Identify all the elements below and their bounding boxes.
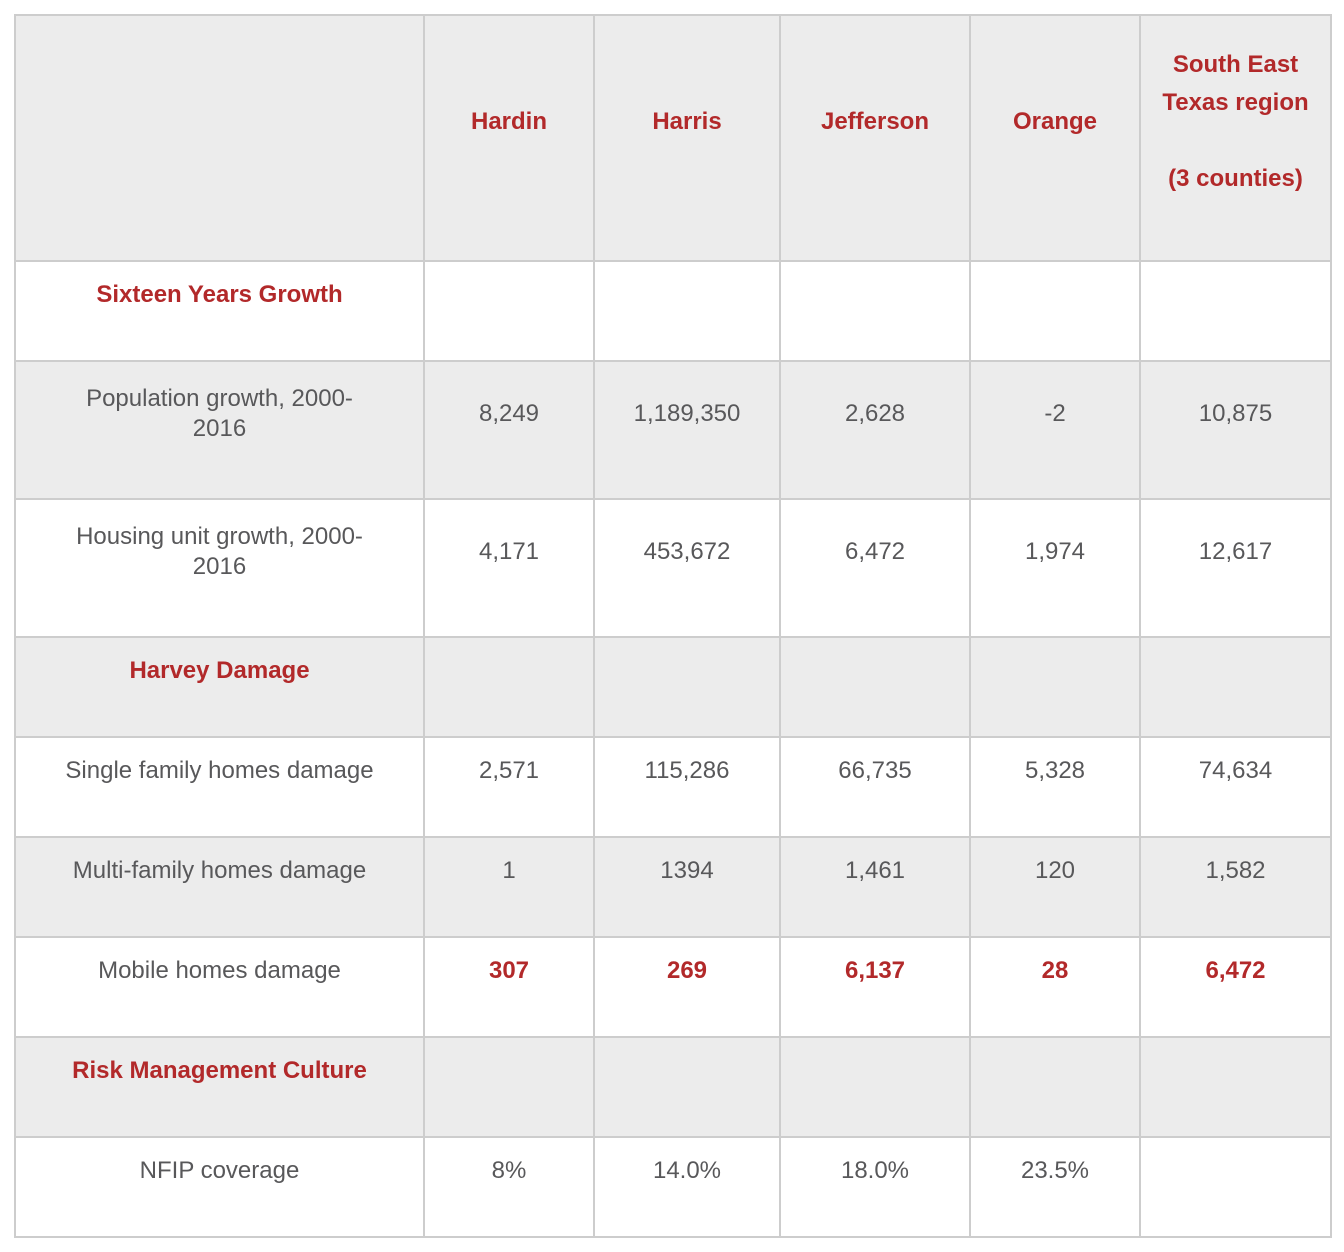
cell-value: 14.0% (593, 1136, 781, 1238)
cell-value: 1,189,350 (593, 360, 781, 500)
cell-value (779, 260, 971, 362)
cell-value: 453,672 (593, 498, 781, 638)
cell-value: 1,582 (1139, 836, 1332, 938)
cell-value: 8,249 (423, 360, 595, 500)
cell-value: 66,735 (779, 736, 971, 838)
row-label: Mobile homes damage (14, 936, 425, 1038)
cell-value: 307 (423, 936, 595, 1038)
row-label: Housing unit growth, 2000- 2016 (14, 498, 425, 638)
data-row-population-growth: Population growth, 2000- 2016 8,249 1,18… (14, 360, 1332, 500)
cell-value: 6,472 (1139, 936, 1332, 1038)
cell-value (423, 636, 595, 738)
cell-value (1139, 636, 1332, 738)
cell-value: 2,571 (423, 736, 595, 838)
county-comparison-table: Hardin Harris Jefferson Orange South Eas… (14, 14, 1332, 1238)
cell-value: 1,461 (779, 836, 971, 938)
section-label: Risk Management Culture (14, 1036, 425, 1138)
cell-value: 6,472 (779, 498, 971, 638)
cell-value (593, 636, 781, 738)
cell-value (423, 260, 595, 362)
column-header-orange: Orange (969, 14, 1141, 262)
section-label: Harvey Damage (14, 636, 425, 738)
cell-value (1139, 1136, 1332, 1238)
row-label: Population growth, 2000- 2016 (14, 360, 425, 500)
column-header-blank (14, 14, 425, 262)
data-row-single-family-homes-damage: Single family homes damage 2,571 115,286… (14, 736, 1332, 838)
section-label: Sixteen Years Growth (14, 260, 425, 362)
cell-value: 28 (969, 936, 1141, 1038)
cell-value: 74,634 (1139, 736, 1332, 838)
cell-value (1139, 1036, 1332, 1138)
column-header-hardin: Hardin (423, 14, 595, 262)
cell-value: 8% (423, 1136, 595, 1238)
cell-value (593, 260, 781, 362)
data-row-nfip-coverage: NFIP coverage 8% 14.0% 18.0% 23.5% (14, 1136, 1332, 1238)
cell-value: 4,171 (423, 498, 595, 638)
column-header-jefferson: Jefferson (779, 14, 971, 262)
section-row-sixteen-years-growth: Sixteen Years Growth (14, 260, 1332, 362)
cell-value: 2,628 (779, 360, 971, 500)
cell-value: 1 (423, 836, 595, 938)
cell-value: 18.0% (779, 1136, 971, 1238)
cell-value (779, 1036, 971, 1138)
cell-value (423, 1036, 595, 1138)
row-label: NFIP coverage (14, 1136, 425, 1238)
data-row-multi-family-homes-damage: Multi-family homes damage 1 1394 1,461 1… (14, 836, 1332, 938)
cell-value: 115,286 (593, 736, 781, 838)
cell-value: 1,974 (969, 498, 1141, 638)
data-row-housing-unit-growth: Housing unit growth, 2000- 2016 4,171 45… (14, 498, 1332, 638)
header-row: Hardin Harris Jefferson Orange South Eas… (14, 14, 1332, 262)
cell-value: 5,328 (969, 736, 1141, 838)
cell-value: 6,137 (779, 936, 971, 1038)
cell-value (969, 260, 1141, 362)
section-row-harvey-damage: Harvey Damage (14, 636, 1332, 738)
cell-value: 23.5% (969, 1136, 1141, 1238)
data-row-mobile-homes-damage: Mobile homes damage 307 269 6,137 28 6,4… (14, 936, 1332, 1038)
cell-value: 12,617 (1139, 498, 1332, 638)
cell-value (593, 1036, 781, 1138)
cell-value (969, 1036, 1141, 1138)
cell-value (969, 636, 1141, 738)
cell-value: -2 (969, 360, 1141, 500)
cell-value (779, 636, 971, 738)
column-header-se-texas-region: South East Texas region (3 counties) (1139, 14, 1332, 262)
section-row-risk-management-culture: Risk Management Culture (14, 1036, 1332, 1138)
cell-value: 120 (969, 836, 1141, 938)
row-label: Multi-family homes damage (14, 836, 425, 938)
cell-value: 10,875 (1139, 360, 1332, 500)
row-label: Single family homes damage (14, 736, 425, 838)
cell-value: 269 (593, 936, 781, 1038)
cell-value: 1394 (593, 836, 781, 938)
cell-value (1139, 260, 1332, 362)
column-header-harris: Harris (593, 14, 781, 262)
